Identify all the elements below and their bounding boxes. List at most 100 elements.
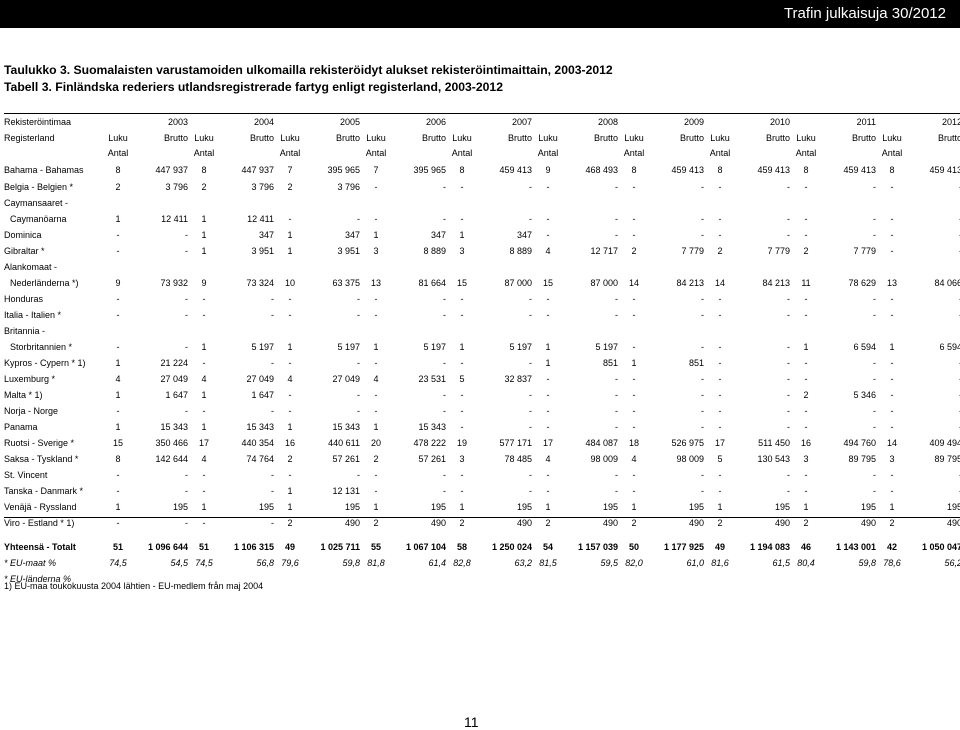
empty-cell	[906, 146, 960, 161]
table-cell	[190, 259, 218, 275]
table-cell	[190, 323, 218, 339]
table-cell: 490	[344, 517, 360, 528]
empty-cell	[4, 146, 104, 161]
eu-percent-label-sv: * EU-länderna %	[4, 573, 72, 584]
total-cell: 1 194 083	[749, 541, 790, 552]
table-cell: -	[632, 309, 636, 320]
table-cell	[534, 195, 562, 211]
column-header-antal: Antal	[451, 148, 473, 158]
table-cell: -	[804, 357, 808, 368]
table-cell: 494 760	[843, 437, 876, 448]
table-cell	[304, 259, 362, 275]
table-cell: 490	[774, 517, 790, 528]
row-label: Norja - Norge	[4, 405, 59, 416]
table-cell: 7	[373, 164, 379, 175]
table-cell: -	[873, 373, 876, 384]
table-cell: -	[529, 213, 532, 224]
table-cell: -	[873, 229, 876, 240]
year-spacer	[620, 114, 648, 131]
table-cell	[534, 259, 562, 275]
table-cell	[734, 323, 792, 339]
year-spacer	[534, 114, 562, 131]
table-cell: 7 779	[681, 245, 704, 256]
empty-cell	[734, 146, 792, 161]
column-header-luku: Luku	[796, 133, 816, 143]
year-label: 2008	[597, 117, 618, 127]
empty-cell	[820, 146, 878, 161]
table-row: Britannia -	[4, 323, 960, 339]
eu-percent-cell: 61,4	[428, 557, 446, 568]
table-cell: -	[202, 485, 206, 496]
table-cell	[476, 259, 534, 275]
table-cell: 4	[545, 453, 551, 464]
table-cell: 8	[115, 453, 121, 464]
eu-percent-cell: 74,5	[195, 557, 213, 568]
table-cell: -	[615, 293, 618, 304]
table-cell	[648, 195, 706, 211]
total-cell: 49	[714, 541, 725, 552]
total-rule	[4, 517, 960, 518]
table-cell: -	[906, 291, 960, 307]
table-cell: -	[632, 213, 636, 224]
table-cell: -	[529, 421, 532, 432]
table-row: St. Vincent - - - - - - - - - - - - - - - - - - - -	[4, 467, 960, 483]
row-label: Gibraltar *	[4, 245, 45, 256]
empty-cell	[534, 571, 562, 587]
table-cell: -	[718, 229, 722, 240]
table-cell: 347	[430, 229, 446, 240]
table-cell: -	[546, 373, 550, 384]
footnote: 1) EU-maa toukokuusta 2004 lähtien - EU-…	[4, 581, 264, 591]
table-cell: 8	[459, 164, 465, 175]
table-cell: 15 343	[160, 421, 188, 432]
table-cell	[190, 195, 218, 211]
table-cell: -	[546, 229, 550, 240]
table-cell: 8	[115, 164, 121, 175]
table-cell: -	[460, 485, 464, 496]
table-cell: -	[271, 485, 274, 496]
table-cell: -	[787, 357, 790, 368]
table-cell	[734, 195, 792, 211]
table-cell: 14	[628, 277, 639, 288]
table-cell: -	[718, 421, 722, 432]
table-cell: 395 965	[327, 164, 360, 175]
table-cell	[218, 323, 276, 339]
table-row: Caymansaaret -	[4, 195, 960, 211]
eu-percent-cell: 56,2	[944, 557, 960, 568]
table-cell: -	[787, 309, 790, 320]
row-label: Venäjä - Ryssland	[4, 501, 77, 512]
table-cell: -	[890, 405, 894, 416]
table-cell: -	[529, 293, 532, 304]
table-cell: -	[632, 181, 636, 192]
table-cell: -	[787, 229, 790, 240]
table-cell: -	[873, 213, 876, 224]
table-cell: -	[202, 293, 206, 304]
table-cell: 98 009	[676, 453, 704, 464]
table-cell: 851	[602, 357, 618, 368]
table-cell: -	[718, 341, 722, 352]
table-cell: -	[116, 229, 120, 240]
empty-cell	[4, 531, 960, 539]
table-cell: 347	[258, 229, 274, 240]
column-header-antal: Antal	[279, 148, 301, 158]
table-cell: -	[787, 373, 790, 384]
table-cell: 3 796	[251, 181, 274, 192]
eu-percent-cell: 59,8	[858, 557, 876, 568]
table-cell	[792, 323, 820, 339]
table-cell: -	[546, 469, 550, 480]
column-header-luku: Luku	[280, 133, 300, 143]
table-cell: 409 494	[929, 437, 960, 448]
table-cell: -	[202, 405, 206, 416]
table-cell: 1	[545, 501, 551, 512]
column-header-antal: Antal	[193, 148, 215, 158]
table-cell: -	[443, 293, 446, 304]
table-cell	[906, 259, 960, 275]
table-cell: 27 049	[246, 373, 274, 384]
table-cell: 1	[115, 389, 121, 400]
table-cell: 6 594	[853, 341, 876, 352]
table-cell: -	[185, 293, 188, 304]
total-cell: 1 177 925	[663, 541, 704, 552]
table-cell: -	[701, 229, 704, 240]
table-cell	[620, 323, 648, 339]
table-cell: -	[701, 373, 704, 384]
total-cell: 1 157 039	[577, 541, 618, 552]
